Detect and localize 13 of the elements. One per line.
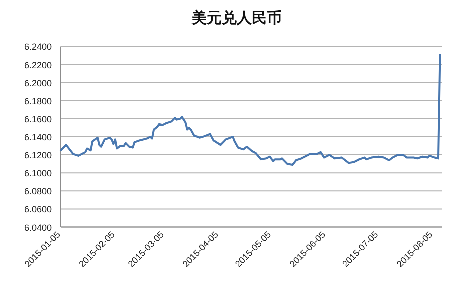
y-tick-label: 6.1000 bbox=[24, 168, 52, 179]
y-tick-label: 6.1600 bbox=[24, 114, 52, 124]
y-tick-label: 6.2000 bbox=[24, 78, 52, 88]
chart-title: 美元兑人民币 bbox=[191, 9, 282, 27]
y-tick-label: 6.0600 bbox=[24, 204, 52, 215]
y-tick-label: 6.2400 bbox=[24, 42, 52, 52]
y-tick-label: 6.0400 bbox=[24, 222, 52, 233]
y-tick-label: 6.1400 bbox=[24, 132, 52, 142]
y-tick-label: 6.1200 bbox=[24, 150, 52, 161]
y-tick-label: 6.2200 bbox=[24, 60, 52, 70]
line-series bbox=[60, 54, 442, 166]
y-tick-label: 6.0800 bbox=[24, 186, 52, 197]
y-tick-label: 6.1800 bbox=[24, 96, 52, 106]
